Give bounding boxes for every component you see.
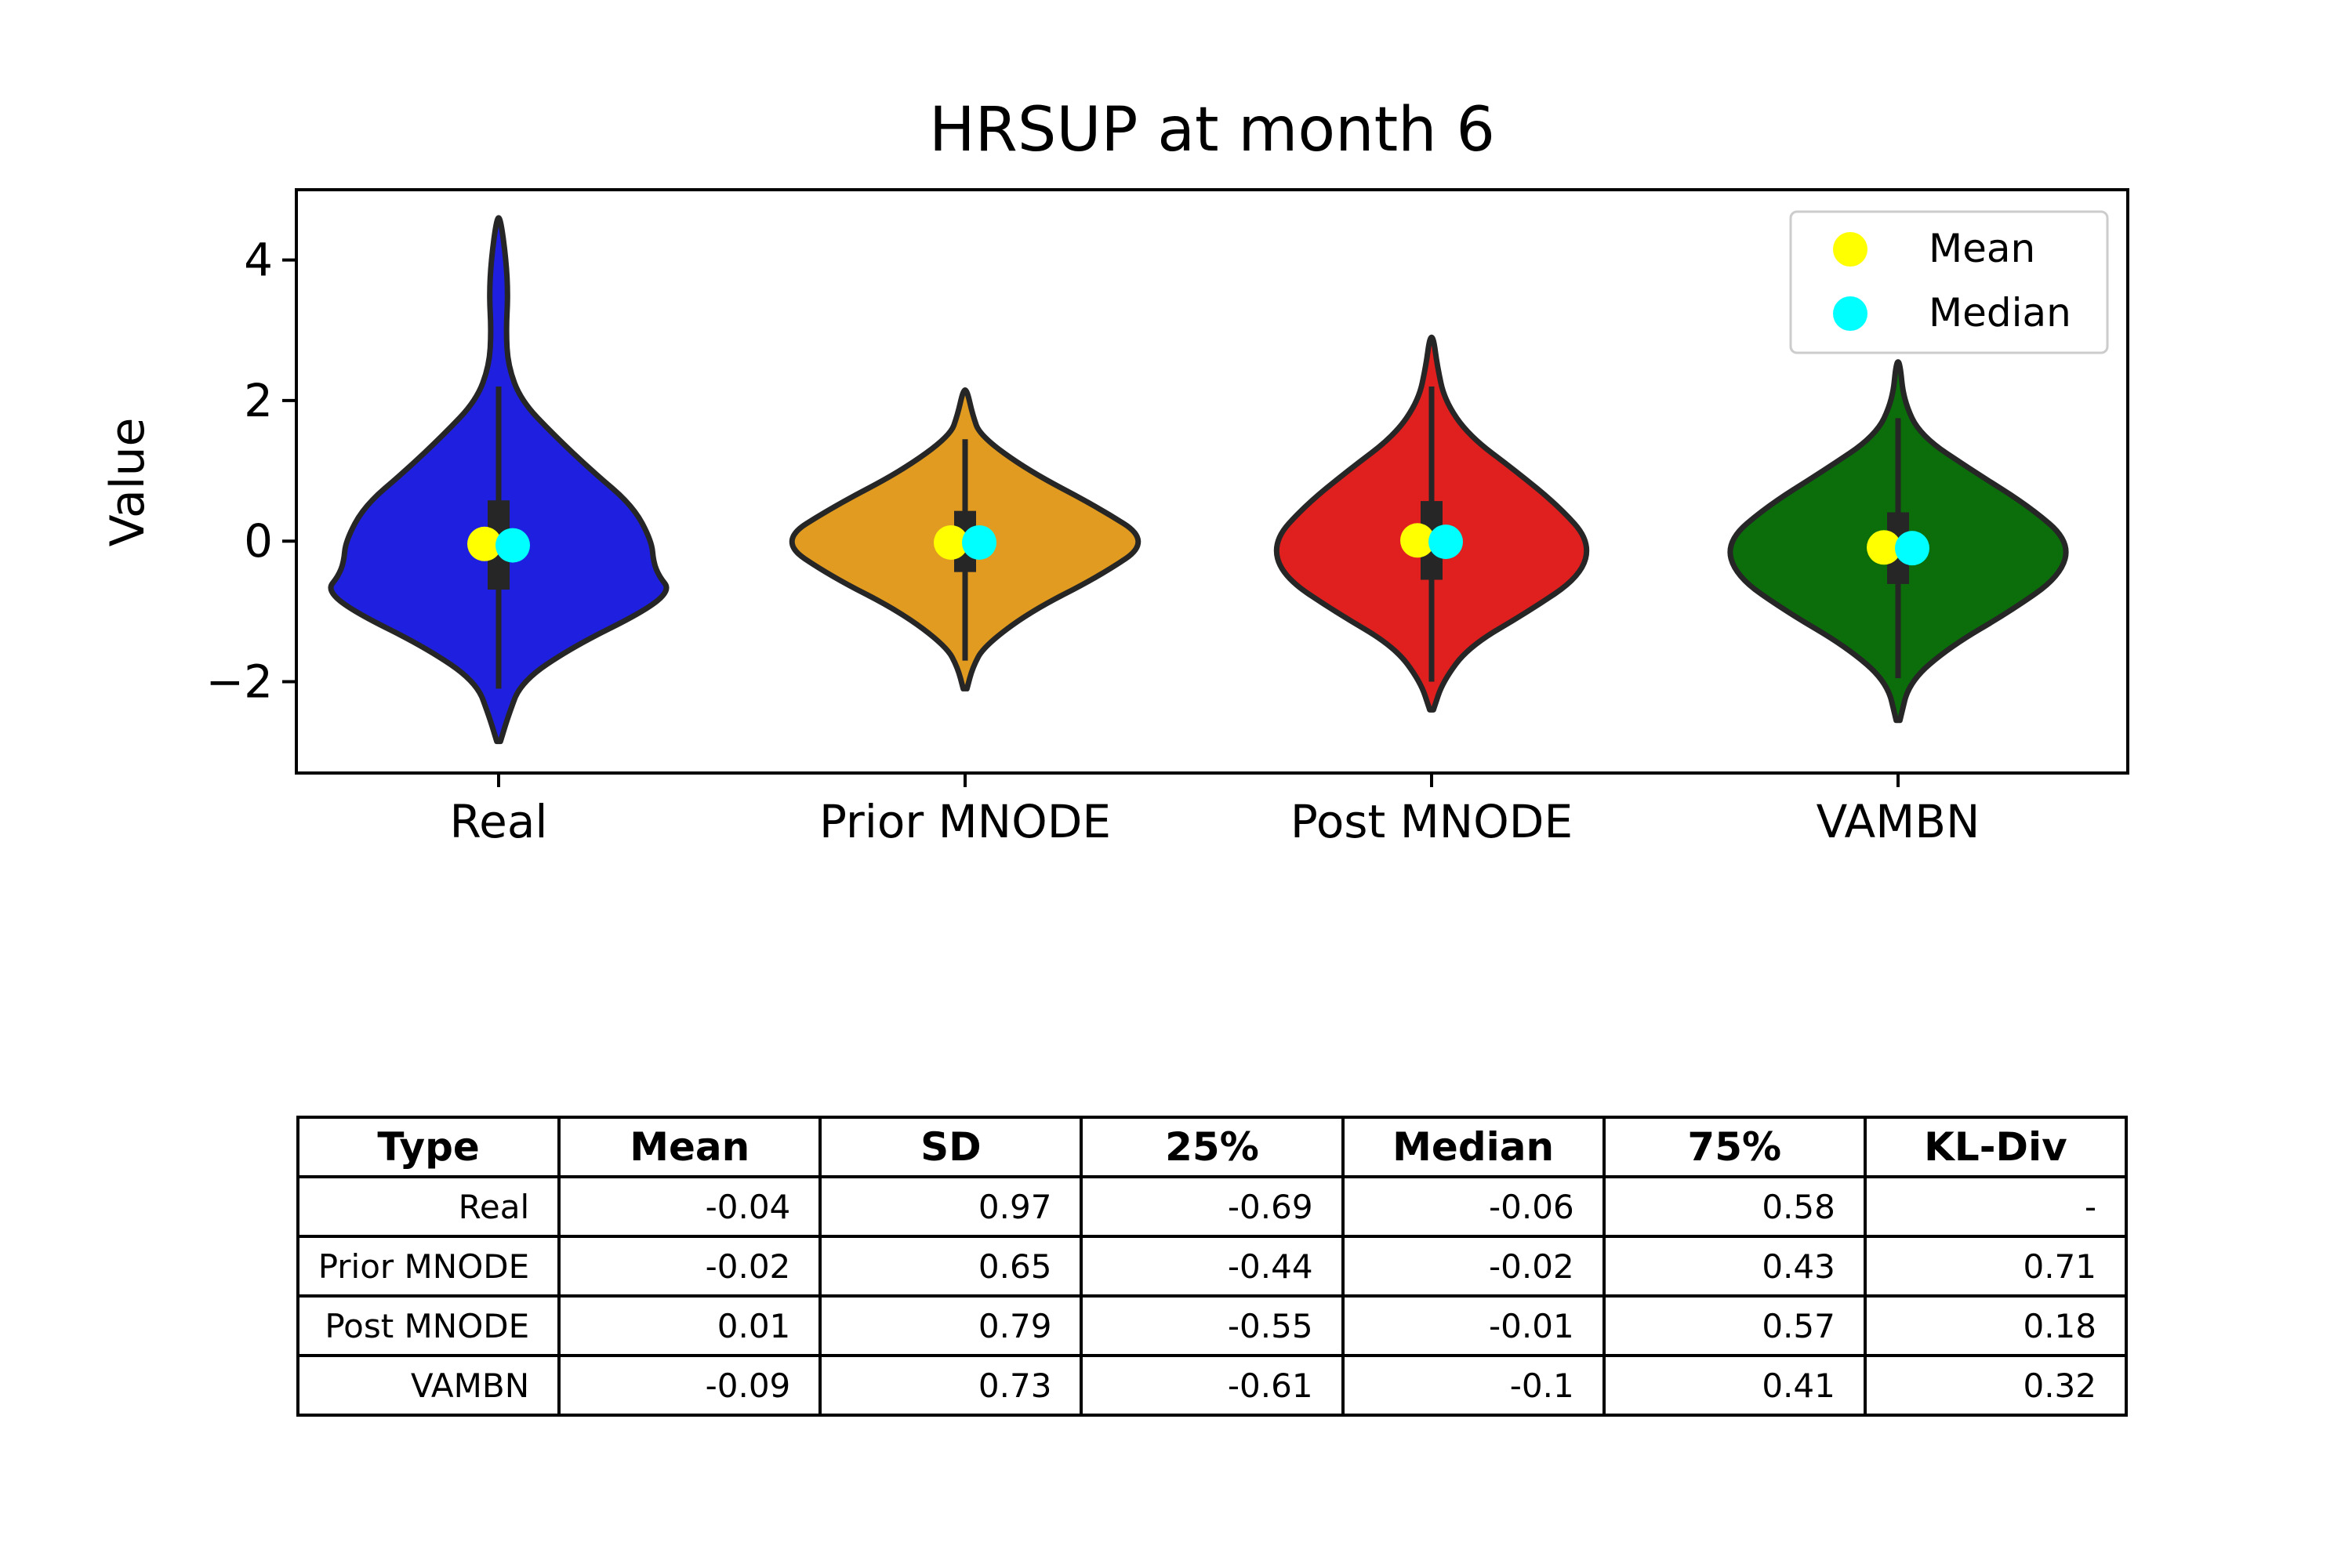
cell-mean: -0.04 [557, 1175, 822, 1238]
table-row: Post MNODE 0.01 0.79 -0.55 -0.01 0.57 0.… [296, 1294, 2129, 1357]
median-marker [962, 524, 996, 560]
table-row: VAMBN -0.09 0.73 -0.61 -0.1 0.41 0.32 [296, 1354, 2129, 1417]
cell-kl-div: 0.32 [1863, 1354, 2129, 1417]
cell-mean: -0.09 [557, 1354, 822, 1417]
cell-25: -0.69 [1080, 1175, 1345, 1238]
legend-box [1789, 210, 2109, 354]
header-kl-div: KL-Div [1863, 1116, 2129, 1178]
cell-25: -0.44 [1080, 1235, 1345, 1298]
cell-type: Post MNODE [296, 1294, 561, 1357]
header-type: Type [296, 1116, 561, 1178]
legend-median-marker [1833, 296, 1867, 331]
x-tick-label: Prior MNODE [819, 795, 1111, 848]
x-tick-label: Real [449, 795, 547, 848]
y-tick-label: 0 [244, 514, 273, 568]
plot-frame [295, 188, 2129, 775]
cell-75: 0.57 [1602, 1294, 1867, 1357]
cell-median: -0.06 [1341, 1175, 1606, 1238]
cell-25: -0.61 [1080, 1354, 1345, 1417]
median-marker [1895, 531, 1929, 566]
y-tick-label: 4 [244, 234, 273, 287]
cell-75: 0.41 [1602, 1354, 1867, 1417]
header-sd: SD [818, 1116, 1083, 1178]
cell-25: -0.55 [1080, 1294, 1345, 1357]
chart-title: HRSUP at month 6 [929, 95, 1495, 165]
cell-75: 0.58 [1602, 1175, 1867, 1238]
table-row: Real -0.04 0.97 -0.69 -0.06 0.58 - [296, 1175, 2129, 1238]
header-25: 25% [1080, 1116, 1345, 1178]
y-tick-label: 2 [244, 374, 273, 427]
mean-marker [934, 524, 968, 560]
cell-sd: 0.97 [818, 1175, 1083, 1238]
cell-mean: 0.01 [557, 1294, 822, 1357]
cell-sd: 0.73 [818, 1354, 1083, 1417]
cell-type: Prior MNODE [296, 1235, 561, 1298]
table-row: Prior MNODE -0.02 0.65 -0.44 -0.02 0.43 … [296, 1235, 2129, 1298]
cell-kl-div: 0.18 [1863, 1294, 2129, 1357]
cell-75: 0.43 [1602, 1235, 1867, 1298]
legend-mean-marker [1833, 232, 1867, 267]
cell-type: Real [296, 1175, 561, 1238]
cell-median: -0.1 [1341, 1354, 1606, 1417]
x-tick-label: Post MNODE [1290, 795, 1573, 848]
header-median: Median [1341, 1116, 1606, 1178]
mean-marker [1400, 523, 1435, 558]
cell-kl-div: 0.71 [1863, 1235, 2129, 1298]
legend-median-label: Median [1929, 290, 2071, 336]
legend: Mean Median [1789, 210, 2109, 354]
mean-marker [467, 526, 502, 561]
cell-sd: 0.65 [818, 1235, 1083, 1298]
y-axis-ticks: −2 0 2 4 [206, 234, 296, 708]
x-tick-label: VAMBN [1817, 795, 1980, 848]
y-axis-label: Value [100, 418, 155, 547]
summary-stats-table: Type Mean SD 25% Median 75% KL-Div Real … [296, 1116, 2129, 1417]
header-75: 75% [1602, 1116, 1867, 1178]
y-tick-label: −2 [206, 655, 274, 708]
cell-type: VAMBN [296, 1354, 561, 1417]
header-mean: Mean [557, 1116, 822, 1178]
legend-mean-label: Mean [1929, 226, 2035, 271]
violin-group [328, 215, 2069, 745]
cell-sd: 0.79 [818, 1294, 1083, 1357]
cell-median: -0.01 [1341, 1294, 1606, 1357]
x-axis-ticks: Real Prior MNODE Post MNODE VAMBN [449, 773, 1980, 848]
cell-kl-div: - [1863, 1175, 2129, 1238]
median-marker [495, 528, 530, 563]
mean-marker [1867, 530, 1901, 565]
cell-median: -0.02 [1341, 1235, 1606, 1298]
table-header-row: Type Mean SD 25% Median 75% KL-Div [296, 1116, 2129, 1178]
median-marker [1428, 524, 1463, 560]
cell-mean: -0.02 [557, 1235, 822, 1298]
